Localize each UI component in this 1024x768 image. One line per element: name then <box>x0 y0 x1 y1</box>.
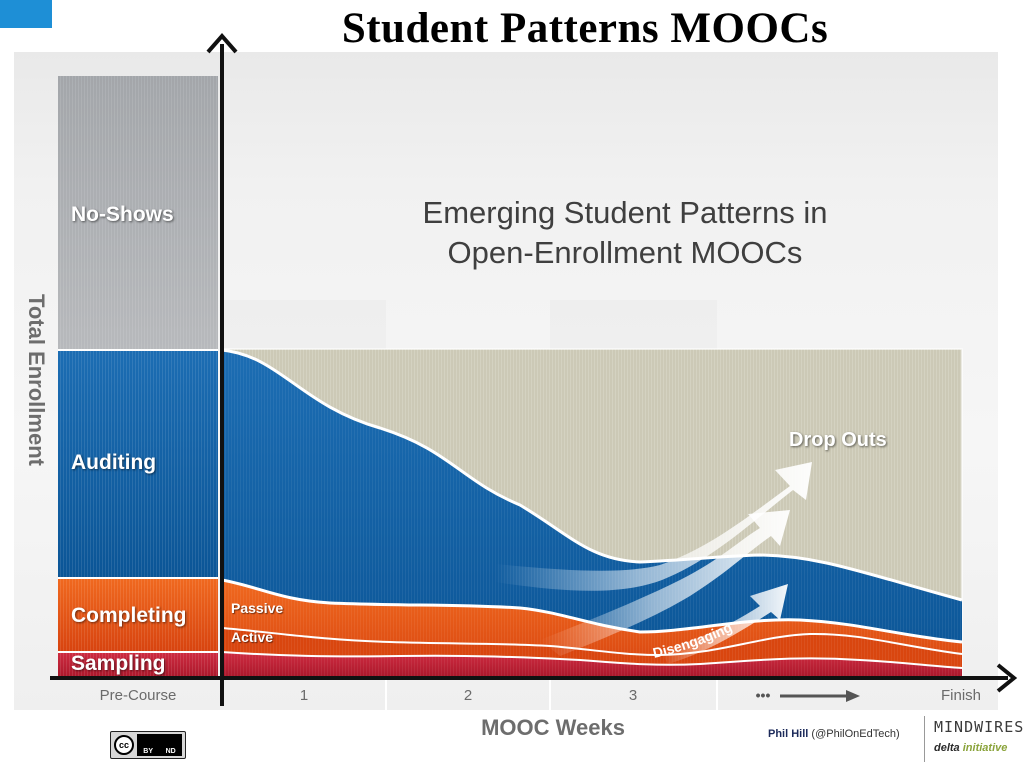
tick-week-2: 2 <box>463 687 473 704</box>
x-axis-label: MOOC Weeks <box>481 715 625 740</box>
corner-accent <box>0 0 52 28</box>
footer-divider <box>924 716 925 762</box>
auditing-label: Auditing <box>71 451 157 474</box>
passive-label: Passive <box>231 600 284 616</box>
slide-title: Student Patterns MOOCs <box>341 5 829 52</box>
drop-outs-label: Drop Outs <box>789 429 887 451</box>
active-label: Active <box>231 629 274 645</box>
mindwires-logo: MINDWIRES <box>934 718 1024 736</box>
tick-week-1: 1 <box>299 687 309 704</box>
nd-icon: ND <box>165 748 176 755</box>
y-axis-arrowhead <box>206 32 238 54</box>
tick-pre-course: Pre-Course <box>99 687 177 704</box>
sampling-label: Sampling <box>71 652 166 675</box>
tick-finish: Finish <box>940 687 982 704</box>
diagram-title: Emerging Student Patterns in Open-Enroll… <box>422 195 828 270</box>
no-shows-label: No-Shows <box>71 203 174 226</box>
creative-commons-icon: cc <box>114 735 134 755</box>
disengaging-arrow <box>660 584 788 664</box>
y-axis-label: Total Enrollment <box>24 294 49 466</box>
by-icon: BY <box>143 748 154 755</box>
tick-ellipsis: ••• <box>756 687 771 703</box>
delta-initiative-logo: delta initiative <box>934 742 1008 754</box>
drop-out-arrow-wide <box>540 510 790 656</box>
x-axis-arrowhead <box>996 663 1018 693</box>
completing-label: Completing <box>71 604 187 627</box>
drop-out-arrow-large <box>495 462 812 591</box>
tick-week-3: 3 <box>628 687 638 704</box>
author-credit: Phil Hill (@PhilOnEdTech) <box>768 728 900 740</box>
cc-license-badge: cc BY ND <box>110 731 186 759</box>
